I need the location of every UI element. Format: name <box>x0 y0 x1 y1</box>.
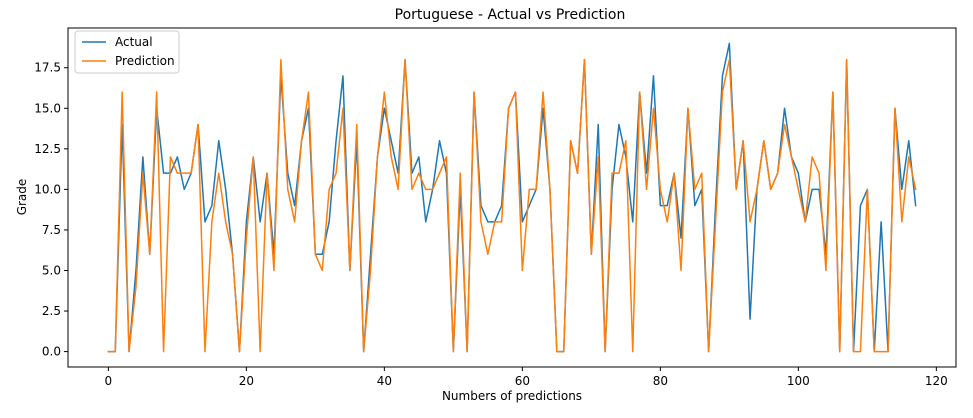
x-tick-label: 120 <box>925 374 948 388</box>
legend-label-prediction: Prediction <box>115 54 175 68</box>
series-line-prediction <box>107 58 917 353</box>
chart-title: Portuguese - Actual vs Prediction <box>395 7 626 23</box>
y-tick-label: 15.0 <box>34 101 61 115</box>
y-tick-label: 0.0 <box>42 345 61 359</box>
y-tick-label: 5.0 <box>42 263 61 277</box>
y-tick-label: 12.5 <box>34 142 61 156</box>
y-tick-label: 10.0 <box>34 182 61 196</box>
x-tick-label: 40 <box>377 374 392 388</box>
legend: Actual Prediction <box>74 30 180 74</box>
x-tick-label: 80 <box>653 374 668 388</box>
x-tick-label: 60 <box>515 374 530 388</box>
x-tick-label: 20 <box>239 374 254 388</box>
x-tick-label: 0 <box>105 374 113 388</box>
x-axis-label: Numbers of predictions <box>442 389 582 403</box>
y-tick-label: 2.5 <box>42 304 61 318</box>
legend-label-actual: Actual <box>115 35 153 49</box>
y-axis-label: Grade <box>15 179 29 216</box>
series-layer <box>107 42 917 353</box>
plot-frame <box>67 27 957 368</box>
y-tick-label: 7.5 <box>42 223 61 237</box>
x-axis: 0 20 40 60 80 100 120 <box>105 367 948 388</box>
x-tick-label: 100 <box>787 374 810 388</box>
y-tick-label: 17.5 <box>34 61 61 75</box>
y-axis: 0.0 2.5 5.0 7.5 10.0 12.5 15.0 17.5 <box>34 61 68 359</box>
